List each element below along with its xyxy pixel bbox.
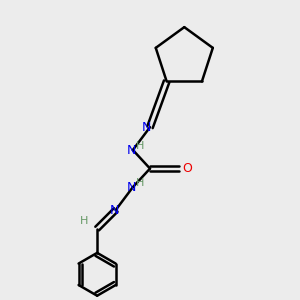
Text: N: N (127, 181, 136, 194)
Text: O: O (182, 162, 192, 175)
Text: N: N (110, 203, 119, 217)
Text: N: N (142, 121, 151, 134)
Text: H: H (136, 141, 144, 151)
Text: H: H (136, 178, 144, 188)
Text: H: H (80, 216, 88, 226)
Text: N: N (127, 143, 136, 157)
